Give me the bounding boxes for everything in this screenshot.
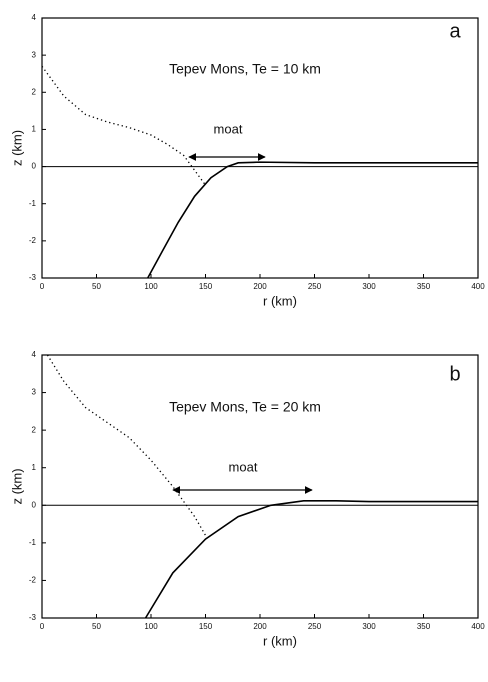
x-tick-label: 0 bbox=[40, 282, 45, 291]
x-tick-label: 200 bbox=[253, 622, 267, 631]
y-tick-label: -2 bbox=[29, 236, 37, 245]
x-tick-label: 350 bbox=[417, 282, 431, 291]
plot-frame bbox=[41, 17, 479, 279]
x-tick-label: 150 bbox=[199, 282, 213, 291]
y-tick-label: 3 bbox=[32, 50, 37, 59]
chart-title: Tepev Mons, Te = 20 km bbox=[169, 399, 321, 415]
x-tick-label: 350 bbox=[417, 622, 431, 631]
y-tick-label: 4 bbox=[32, 13, 37, 22]
x-tick-label: 250 bbox=[308, 622, 322, 631]
series-line bbox=[46, 354, 207, 536]
y-tick-label: 1 bbox=[32, 125, 37, 134]
x-tick-label: 200 bbox=[253, 282, 267, 291]
series-line bbox=[147, 161, 478, 279]
panel-label: b bbox=[449, 363, 460, 385]
x-tick-label: 50 bbox=[92, 282, 101, 291]
x-axis-label: r (km) bbox=[263, 633, 297, 648]
x-tick-label: 0 bbox=[40, 622, 45, 631]
y-tick-label: 0 bbox=[32, 500, 37, 509]
x-tick-label: 300 bbox=[362, 622, 376, 631]
series-line bbox=[144, 499, 478, 619]
y-axis-label: z (km) bbox=[9, 468, 24, 504]
x-tick-label: 100 bbox=[144, 282, 158, 291]
x-tick-label: 100 bbox=[144, 622, 158, 631]
x-tick-label: 300 bbox=[362, 282, 376, 291]
y-tick-label: 2 bbox=[32, 87, 37, 96]
panel-label: a bbox=[449, 20, 461, 42]
y-axis-label: z (km) bbox=[9, 130, 24, 166]
x-axis-label: r (km) bbox=[263, 293, 297, 308]
y-tick-label: 3 bbox=[32, 388, 37, 397]
series-line bbox=[41, 65, 207, 186]
y-tick-label: -3 bbox=[29, 273, 37, 282]
annotation: moat bbox=[214, 121, 243, 136]
y-tick-label: -1 bbox=[29, 538, 37, 547]
y-tick-label: 2 bbox=[32, 425, 37, 434]
y-tick-label: -1 bbox=[29, 199, 37, 208]
y-tick-label: -2 bbox=[29, 576, 37, 585]
annotation: moat bbox=[229, 459, 258, 474]
y-tick-label: -3 bbox=[29, 613, 37, 622]
y-tick-label: 0 bbox=[32, 162, 37, 171]
x-tick-label: 400 bbox=[471, 622, 485, 631]
x-tick-label: 50 bbox=[92, 622, 101, 631]
y-tick-label: 4 bbox=[32, 350, 37, 359]
x-tick-label: 400 bbox=[471, 282, 485, 291]
x-tick-label: 250 bbox=[308, 282, 322, 291]
y-tick-label: 1 bbox=[32, 463, 37, 472]
chart-title: Tepev Mons, Te = 10 km bbox=[169, 61, 321, 77]
x-tick-label: 150 bbox=[199, 622, 213, 631]
plot-frame bbox=[41, 354, 479, 619]
